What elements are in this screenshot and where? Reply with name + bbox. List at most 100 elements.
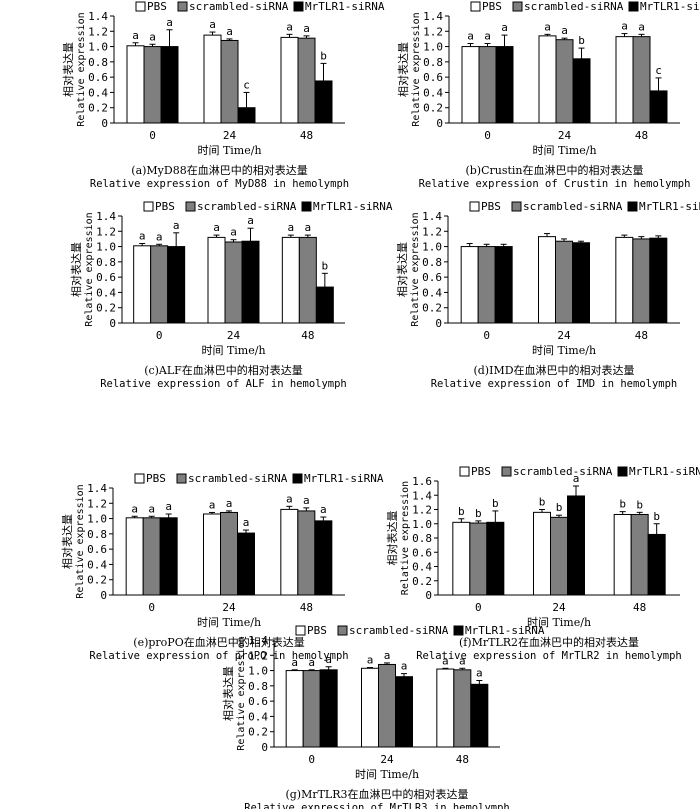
significance-letter: b [539,496,546,509]
bar-MrTLR1-siRNA-0 [319,669,338,748]
y-tick-label: 0 [261,741,268,754]
bar-scrambled-siRNA-24 [550,516,568,596]
bar-scrambled-siRNA-0 [302,670,321,748]
significance-letter: a [401,660,408,673]
y-tick-label: 1.2 [248,649,268,662]
bar-scrambled-siRNA-24 [378,663,396,748]
y-tick-label: 1.0 [423,41,443,54]
legend-swatch-2 [453,625,464,636]
significance-letter: a [305,221,312,234]
bar-scrambled-siRNA-48 [632,36,651,124]
significance-letter: a [156,230,163,243]
significance-letter: a [288,221,295,234]
bar-MrTLR1-siRNA-24 [237,107,256,124]
significance-letter: b [458,505,465,518]
x-axis-label: 时间 Time/h [532,344,596,357]
bar-PBS-0 [126,45,145,124]
legend-swatch-0 [459,466,470,477]
y-tick-label: 1.0 [87,513,107,526]
significance-letter: a [226,497,233,510]
y-tick-label: 0.4 [88,86,108,99]
significance-letter: a [226,25,233,38]
y-tick-label: 0.2 [88,102,108,115]
bar-MrTLR1-siRNA-48 [649,90,668,124]
y-tick-label: 0.4 [87,558,107,571]
legend-swatch-1 [337,625,348,636]
bar-MrTLR1-siRNA-0 [159,517,178,596]
x-tick-label: 24 [552,601,566,614]
caption-en: Relative expression of MrTLR2 in hemolym… [416,650,682,662]
y-tick-label: 0.6 [88,71,108,84]
significance-letter: a [325,653,332,666]
y-tick-label: 1.2 [96,225,116,238]
bar-MrTLR1-siRNA-24 [241,240,260,324]
legend-swatch-2 [628,1,639,12]
legend-label: MrTLR1-siRNA [465,624,545,637]
legend-swatch-2 [617,466,628,477]
chart-panel-f: PBSscrambled-siRNAMrTLR1-siRNA00.20.40.6… [385,465,700,662]
y-tick-label: 1.4 [422,210,442,223]
bar-PBS-24 [203,513,221,596]
significance-letter: c [243,78,250,91]
bar-scrambled-siRNA-48 [453,669,472,748]
bar-scrambled-siRNA-48 [632,238,651,324]
y-axis-label-cn: 相对表达量 [60,514,74,569]
significance-letter: a [442,654,449,667]
significance-letter: a [459,654,466,667]
y-tick-label: 0.6 [96,271,116,284]
significance-letter: a [544,20,551,33]
x-axis-label: 时间 Time/h [355,768,419,781]
bar-PBS-48 [280,508,299,596]
legend-label: PBS [155,200,175,213]
significance-letter: a [132,29,139,42]
bar-scrambled-siRNA-0 [142,517,161,596]
y-tick-label: 0.6 [248,695,268,708]
y-tick-label: 1.4 [423,10,443,23]
legend-swatch-1 [185,201,196,212]
legend-swatch-0 [143,201,154,212]
bar-MrTLR1-siRNA-0 [160,46,179,124]
significance-letter: b [619,498,626,511]
legend-label: MrTLR1-siRNA [629,465,700,478]
legend-label: scrambled-siRNA [189,0,289,13]
legend-swatch-1 [501,466,512,477]
caption-en: Relative expression of MrTLR3 in hemolym… [244,802,510,809]
y-tick-label: 0.8 [248,680,268,693]
bar-PBS-48 [436,668,455,748]
y-axis-label-en: Relative expression [411,12,422,126]
significance-letter: b [653,510,660,523]
x-axis-label: 时间 Time/h [197,616,261,629]
legend-label: PBS [471,465,491,478]
bar-PBS-0 [452,521,471,596]
legend-swatch-2 [627,201,638,212]
x-tick-label: 24 [557,329,571,342]
legend-swatch-1 [512,1,523,12]
legend-label: scrambled-siRNA [349,624,449,637]
y-tick-label: 1.0 [248,665,268,678]
chart-panel-e: PBS scrambled-siRNA MrTLR1-siRNA 0 0.2 0.4 0.6… [60,472,384,662]
x-tick-label: 0 [483,329,490,342]
y-tick-label: 0.4 [412,561,432,574]
legend-label: scrambled-siRNA [188,472,288,485]
y-tick-label: 1.2 [422,225,442,238]
y-tick-label: 0.2 [96,302,116,315]
significance-letter: a [230,226,237,239]
x-tick-label: 24 [223,129,237,142]
bar-PBS-24 [538,236,556,324]
y-tick-label: 1.0 [88,41,108,54]
significance-letter: a [384,649,391,662]
y-tick-label: 0.6 [422,271,442,284]
y-tick-label: 0 [100,589,107,602]
bar-PBS-24 [207,236,226,324]
significance-letter: a [561,24,568,37]
bar-MrTLR1-siRNA-0 [486,521,505,596]
legend-swatch-0 [134,473,145,484]
x-tick-label: 48 [456,753,469,766]
significance-letter: a [173,219,180,232]
legend-label: MrTLR1-siRNA [640,0,700,13]
significance-letter: b [578,34,585,47]
significance-letter: a [286,492,293,505]
legend-swatch-1 [177,1,188,12]
legend-swatch-2 [293,1,304,12]
bar-scrambled-siRNA-48 [297,510,316,596]
